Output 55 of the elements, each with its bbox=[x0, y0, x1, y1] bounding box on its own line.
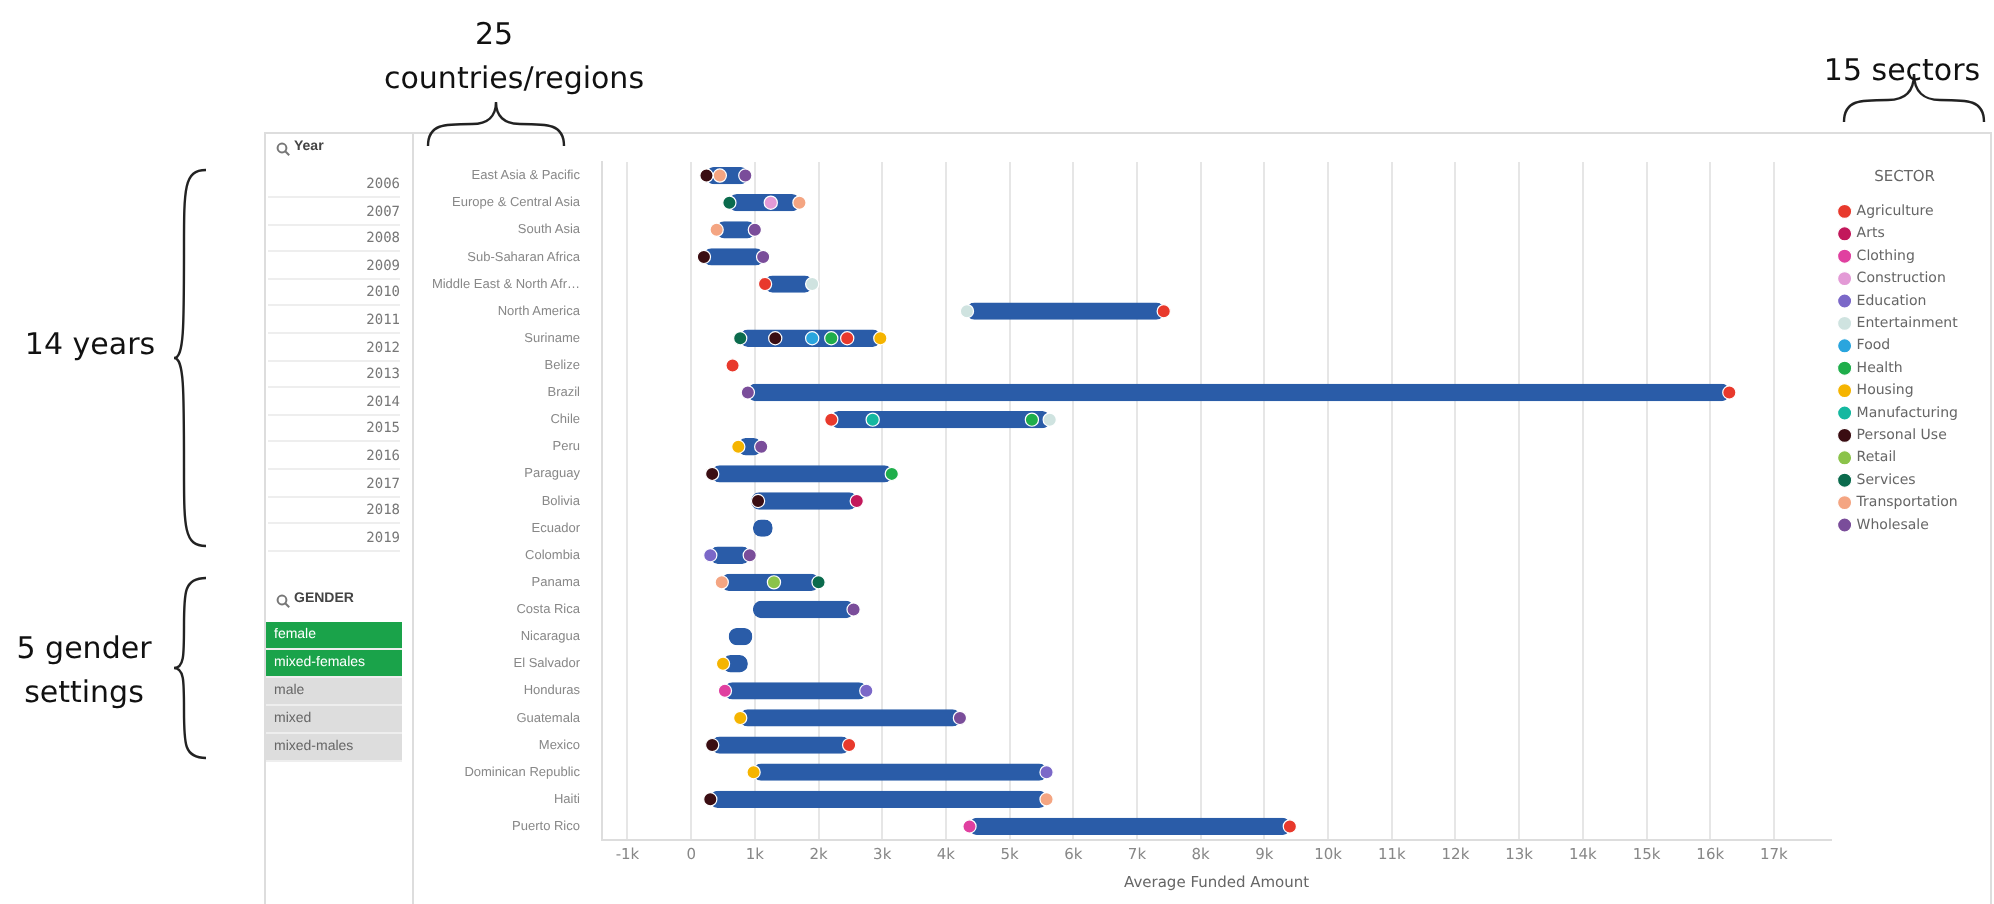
point bbox=[733, 710, 748, 726]
point bbox=[792, 195, 807, 210]
point bbox=[1024, 412, 1040, 427]
point bbox=[717, 683, 733, 699]
point bbox=[824, 412, 839, 427]
point bbox=[703, 548, 718, 563]
point bbox=[715, 656, 731, 671]
point bbox=[1156, 303, 1171, 319]
point bbox=[962, 819, 977, 834]
point bbox=[740, 385, 756, 400]
point bbox=[824, 331, 839, 346]
point bbox=[804, 276, 820, 292]
point bbox=[725, 358, 740, 373]
point bbox=[738, 168, 753, 183]
point bbox=[1722, 385, 1737, 400]
point bbox=[750, 493, 766, 509]
point bbox=[766, 575, 782, 590]
text: 5 gender settings bbox=[14, 628, 154, 714]
point bbox=[733, 331, 748, 346]
point bbox=[952, 710, 968, 726]
point bbox=[846, 602, 861, 617]
point bbox=[811, 575, 826, 590]
point bbox=[755, 249, 771, 265]
point bbox=[747, 222, 763, 237]
point bbox=[1282, 819, 1298, 834]
point bbox=[763, 195, 778, 210]
point bbox=[722, 195, 737, 210]
point bbox=[865, 412, 880, 427]
point bbox=[884, 466, 899, 482]
point bbox=[1039, 765, 1054, 780]
point bbox=[840, 331, 855, 346]
point bbox=[746, 765, 761, 780]
point bbox=[704, 466, 720, 482]
point bbox=[742, 548, 757, 563]
point bbox=[841, 737, 857, 753]
point bbox=[696, 249, 712, 265]
point bbox=[959, 303, 975, 319]
text: 14 years bbox=[22, 324, 158, 366]
point bbox=[1039, 792, 1054, 807]
text: 25 countries/regions bbox=[384, 14, 645, 100]
point bbox=[1042, 412, 1057, 427]
point bbox=[731, 439, 746, 454]
point bbox=[757, 276, 773, 292]
point bbox=[849, 493, 864, 509]
point bbox=[699, 168, 714, 183]
point bbox=[768, 331, 783, 346]
point bbox=[754, 439, 769, 454]
point bbox=[709, 222, 724, 237]
point bbox=[704, 737, 720, 753]
point bbox=[804, 331, 820, 346]
text: 15 sectors bbox=[1821, 50, 1983, 92]
point bbox=[703, 792, 718, 807]
point bbox=[873, 331, 888, 346]
point bbox=[714, 575, 729, 590]
point bbox=[859, 683, 874, 699]
